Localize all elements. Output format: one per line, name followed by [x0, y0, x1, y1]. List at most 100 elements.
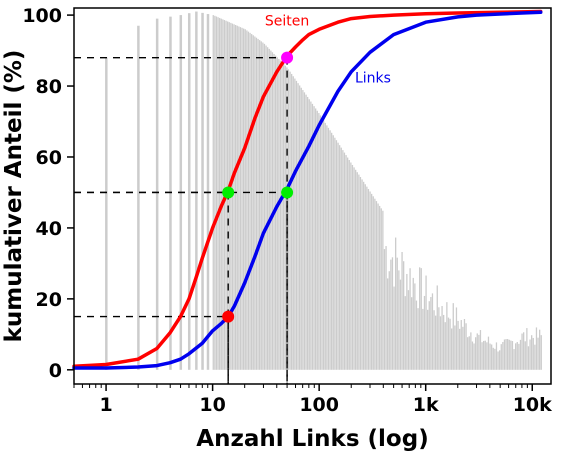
histogram-bar: [289, 71, 291, 370]
histogram-bar: [537, 337, 539, 370]
histogram-bar: [334, 137, 336, 370]
histogram-bar: [316, 110, 318, 370]
histogram-bar: [465, 323, 467, 370]
histogram-bar: [294, 78, 296, 370]
histogram-bar: [313, 106, 315, 370]
histogram-bar: [375, 201, 378, 370]
histogram-bar: [396, 257, 398, 370]
histogram-bar: [518, 343, 520, 370]
histogram-bar: [283, 64, 285, 370]
histogram-bar: [417, 308, 419, 370]
histogram-bar: [281, 62, 283, 370]
histogram-bar: [279, 60, 282, 370]
histogram-bar: [270, 50, 272, 370]
histogram-bar: [524, 341, 526, 370]
histogram-bar: [468, 336, 470, 370]
histogram-bar: [467, 337, 469, 370]
histogram-bar: [521, 333, 523, 370]
highlight-marker: [281, 186, 294, 199]
histogram-bar: [276, 57, 278, 370]
histogram-bar: [332, 135, 334, 370]
histogram-bar: [329, 130, 331, 370]
series-annotations: Seiten Links: [265, 14, 391, 87]
histogram-bar: [243, 28, 245, 370]
histogram-bar: [415, 300, 418, 370]
histogram-bar: [484, 340, 486, 370]
histogram-bar: [235, 25, 237, 370]
histogram-bar: [523, 332, 525, 370]
histogram-bar: [491, 344, 493, 370]
histogram-bar: [345, 155, 347, 370]
histogram-bar: [311, 103, 314, 370]
histogram-bar: [420, 268, 422, 370]
highlight-marker: [222, 310, 235, 323]
histogram-bar: [447, 317, 450, 370]
histogram-bar: [287, 69, 290, 370]
histogram-bar: [515, 343, 517, 370]
histogram-bar: [411, 297, 413, 370]
histogram-bar: [239, 27, 242, 370]
x-tick-label: 1k: [413, 394, 439, 416]
histogram-bar: [455, 307, 458, 370]
series-line-seiten: [72, 9, 543, 369]
histogram-bar: [395, 237, 397, 370]
histogram-bar: [439, 316, 442, 370]
histogram-bar: [479, 330, 482, 370]
histogram-bar: [519, 339, 522, 370]
histogram-bar: [406, 273, 408, 370]
histogram-bar: [540, 335, 542, 370]
histogram-bar: [219, 17, 221, 370]
histogram-bar: [201, 12, 204, 370]
y-tick-label: 80: [36, 76, 62, 98]
histogram-bar: [233, 24, 235, 370]
histogram-bar: [516, 342, 518, 370]
histogram-bar: [529, 339, 531, 370]
histogram-bar: [460, 320, 462, 370]
histogram-bar: [398, 270, 400, 370]
histogram-bar: [307, 96, 309, 370]
histogram-bar: [499, 350, 501, 370]
histogram-bar: [364, 184, 366, 370]
histogram-bar: [257, 38, 259, 370]
histogram-bar: [507, 339, 509, 370]
histogram-bar: [278, 58, 280, 370]
histogram-bar: [195, 11, 198, 370]
histogram-bar: [367, 189, 370, 370]
histogram-bar: [331, 132, 333, 370]
histogram-bar: [251, 34, 253, 370]
y-tick-label: 40: [36, 218, 62, 240]
histogram-bar: [526, 328, 528, 370]
histogram-bar: [342, 150, 344, 370]
histogram-bar: [259, 40, 261, 370]
histogram-bar: [263, 43, 266, 370]
histogram-bar: [299, 85, 301, 370]
histogram-bar: [337, 142, 339, 370]
histogram-bar: [212, 15, 214, 370]
histogram-bar: [249, 32, 251, 370]
histogram-bar: [433, 310, 435, 370]
histogram-bar: [391, 257, 394, 370]
histogram-bar: [350, 162, 352, 370]
plot-frame: [73, 7, 552, 385]
histogram-bar: [351, 164, 354, 370]
histogram-bar: [271, 52, 274, 370]
series-lines: [72, 9, 543, 370]
histogram-bar: [438, 307, 440, 370]
histogram-bar: [510, 340, 512, 370]
histogram-bar: [366, 186, 368, 370]
histogram-bar: [444, 322, 446, 370]
histogram-bar: [305, 94, 307, 370]
histogram-bar: [443, 314, 445, 370]
histogram-bar: [423, 295, 426, 370]
x-tick-label: 100: [299, 394, 339, 416]
x-tick-label: 1: [99, 394, 112, 416]
histogram-bar: [430, 297, 432, 370]
histogram-bar: [505, 339, 507, 370]
histogram-bar: [508, 339, 510, 370]
histogram-bar: [348, 160, 350, 370]
dashed-guides: [74, 56, 288, 384]
histogram-bar: [244, 29, 246, 370]
histogram-bar: [399, 279, 402, 370]
histogram-bar: [291, 73, 293, 370]
